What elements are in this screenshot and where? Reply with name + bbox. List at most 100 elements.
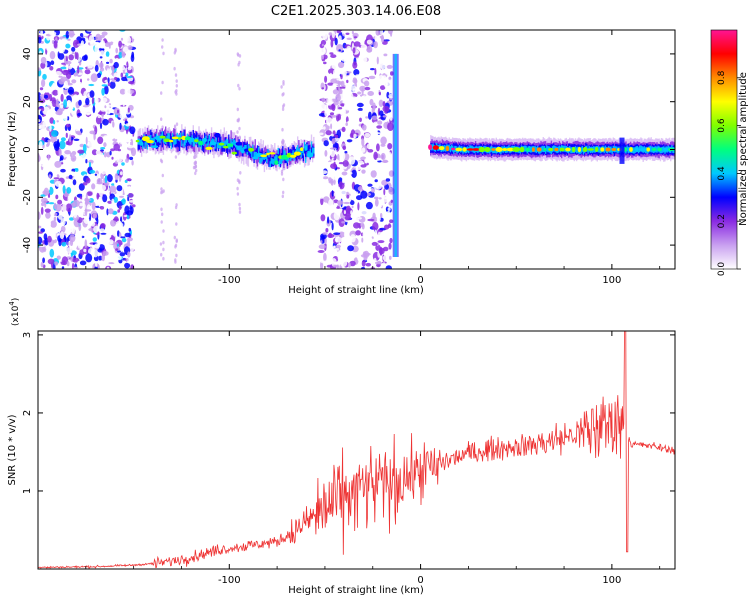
noise-speck (353, 133, 357, 139)
noise-speck (126, 76, 133, 79)
noise-speck (100, 166, 108, 175)
noise-speck (121, 198, 126, 205)
isolated-speck (236, 107, 239, 112)
noise-speck (382, 206, 386, 213)
noise-speck (111, 33, 115, 38)
ridge-cell (582, 148, 585, 155)
noise-speck (327, 96, 333, 106)
noise-speck (373, 78, 379, 83)
noise-speck (92, 249, 99, 258)
ridge-cell (270, 157, 272, 164)
ridge-cell (230, 138, 232, 145)
noise-speck (72, 91, 80, 96)
noise-speck (43, 187, 49, 196)
noise-speck (38, 262, 41, 267)
isolated-speck (238, 126, 241, 131)
svg-text:(x104): (x104) (8, 298, 21, 326)
ridge-cell (230, 130, 232, 145)
ridge-cell (603, 147, 605, 154)
noise-speck (73, 141, 78, 146)
noise-speck (114, 76, 118, 81)
x-tick-label: 100 (602, 575, 621, 586)
noise-speck (84, 239, 88, 249)
noise-speck (337, 252, 342, 255)
noise-speck (71, 46, 76, 52)
ridge-cell (244, 145, 246, 151)
noise-speck (78, 203, 84, 207)
noise-speck (332, 83, 338, 86)
noise-speck (119, 264, 125, 268)
noise-speck (131, 221, 136, 228)
noise-speck (382, 262, 386, 269)
noise-speck (91, 97, 95, 105)
noise-speck (351, 96, 357, 100)
noise-speck (338, 231, 346, 238)
noise-speck (378, 247, 385, 255)
ridge-blob (194, 139, 199, 143)
ridge-cell (214, 142, 216, 149)
noise-speck (130, 54, 135, 62)
ridge-cell (232, 138, 235, 145)
noise-speck (336, 206, 340, 209)
ridge-cell (279, 158, 282, 164)
colorbar-tick-label: 0.0 (717, 262, 727, 277)
noise-speck (121, 154, 128, 157)
noise-speck (322, 232, 328, 235)
ridge-blob (506, 147, 515, 152)
noise-speck (85, 232, 92, 238)
noise-speck (107, 41, 114, 46)
ridge-blob (594, 147, 599, 152)
isolated-speck (161, 212, 164, 217)
ridge-blob (205, 146, 213, 150)
noise-speck (368, 75, 376, 80)
noise-speck (100, 232, 107, 235)
noise-speck (95, 261, 98, 268)
noise-speck (361, 169, 366, 174)
ridge-cell (182, 132, 184, 139)
noise-speck (127, 251, 131, 258)
isolated-speck (162, 247, 165, 252)
noise-speck (348, 112, 351, 114)
noise-speck (130, 264, 135, 269)
noise-speck (79, 260, 87, 266)
ridge-cell (237, 146, 239, 156)
noise-speck (113, 61, 119, 69)
noise-speck (362, 105, 370, 115)
ridge-cell (213, 136, 215, 159)
noise-speck (84, 69, 91, 75)
ridge-cell (198, 134, 200, 145)
noise-speck (53, 216, 57, 222)
ridge-cell (239, 145, 241, 152)
noise-speck (320, 171, 324, 180)
isolated-speck (282, 177, 285, 182)
ridge-cell (546, 145, 548, 152)
ridge-cell (309, 149, 311, 156)
noise-speck (41, 79, 46, 88)
noise-speck (343, 232, 348, 237)
ridge-cell (183, 141, 185, 148)
noise-speck (364, 132, 371, 138)
noise-speck (65, 164, 72, 172)
noise-speck (55, 63, 59, 67)
noise-speck (58, 78, 65, 85)
noise-speck (385, 69, 389, 75)
noise-speck (77, 149, 85, 154)
noise-speck (112, 230, 117, 237)
ridge-blob (438, 146, 445, 151)
ridge-blob (543, 148, 547, 151)
ridge-blob (163, 138, 171, 143)
noise-speck (53, 120, 56, 125)
noise-speck (115, 47, 118, 54)
noise-speck (66, 187, 72, 194)
noise-speck (54, 180, 62, 187)
noise-speck (56, 247, 63, 250)
noise-speck (80, 154, 84, 159)
noise-speck (126, 136, 131, 142)
ridge-blob (231, 151, 237, 155)
noise-speck (325, 156, 330, 162)
noise-speck (71, 79, 77, 84)
noise-speck (38, 196, 41, 202)
noise-speck (120, 236, 126, 239)
ridge-blob (252, 156, 259, 160)
noise-speck (342, 178, 345, 184)
